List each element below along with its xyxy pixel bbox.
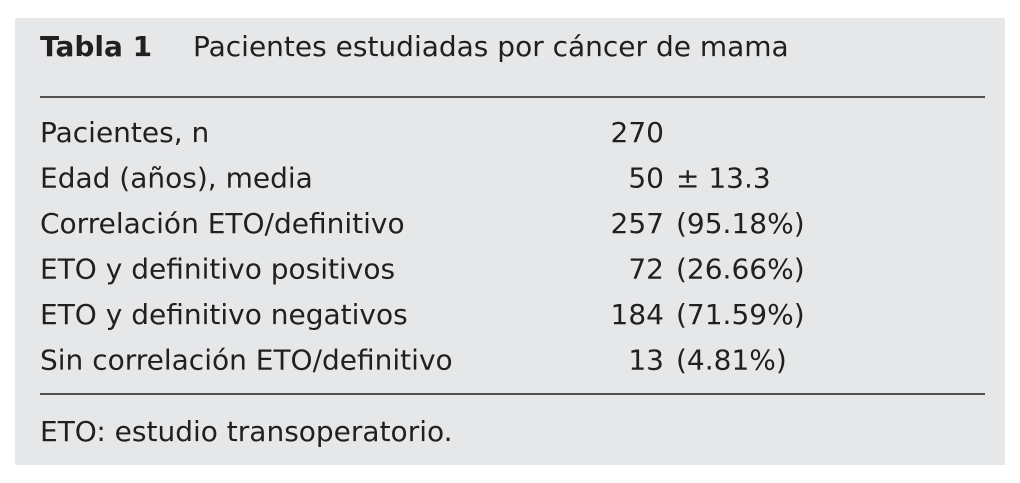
row-value: 72	[628, 253, 664, 286]
row-value: 184	[611, 298, 664, 331]
row-label: ETO y definitivo negativos	[40, 298, 408, 331]
row-label: Edad (años), media	[40, 162, 313, 195]
row-value: 257	[611, 207, 664, 240]
footnote: ETO: estudio transoperatorio.	[40, 415, 453, 448]
table-background	[15, 18, 1005, 465]
row-label: ETO y definitivo positivos	[40, 253, 395, 286]
row-detail: (4.81%)	[676, 344, 787, 377]
row-value: 50	[628, 162, 664, 195]
table-label: Tabla 1	[40, 30, 152, 63]
row-label: Correlación ETO/definitivo	[40, 207, 405, 240]
row-detail: (71.59%)	[676, 298, 805, 331]
row-value: 13	[628, 344, 664, 377]
table-title: Pacientes estudiadas por cáncer de mama	[193, 30, 789, 63]
row-label: Pacientes, n	[40, 116, 209, 149]
row-detail: (26.66%)	[676, 253, 805, 286]
row-detail: (95.18%)	[676, 207, 805, 240]
row-label: Sin correlación ETO/definitivo	[40, 344, 453, 377]
row-detail: ± 13.3	[676, 162, 771, 195]
row-value: 270	[611, 116, 664, 149]
